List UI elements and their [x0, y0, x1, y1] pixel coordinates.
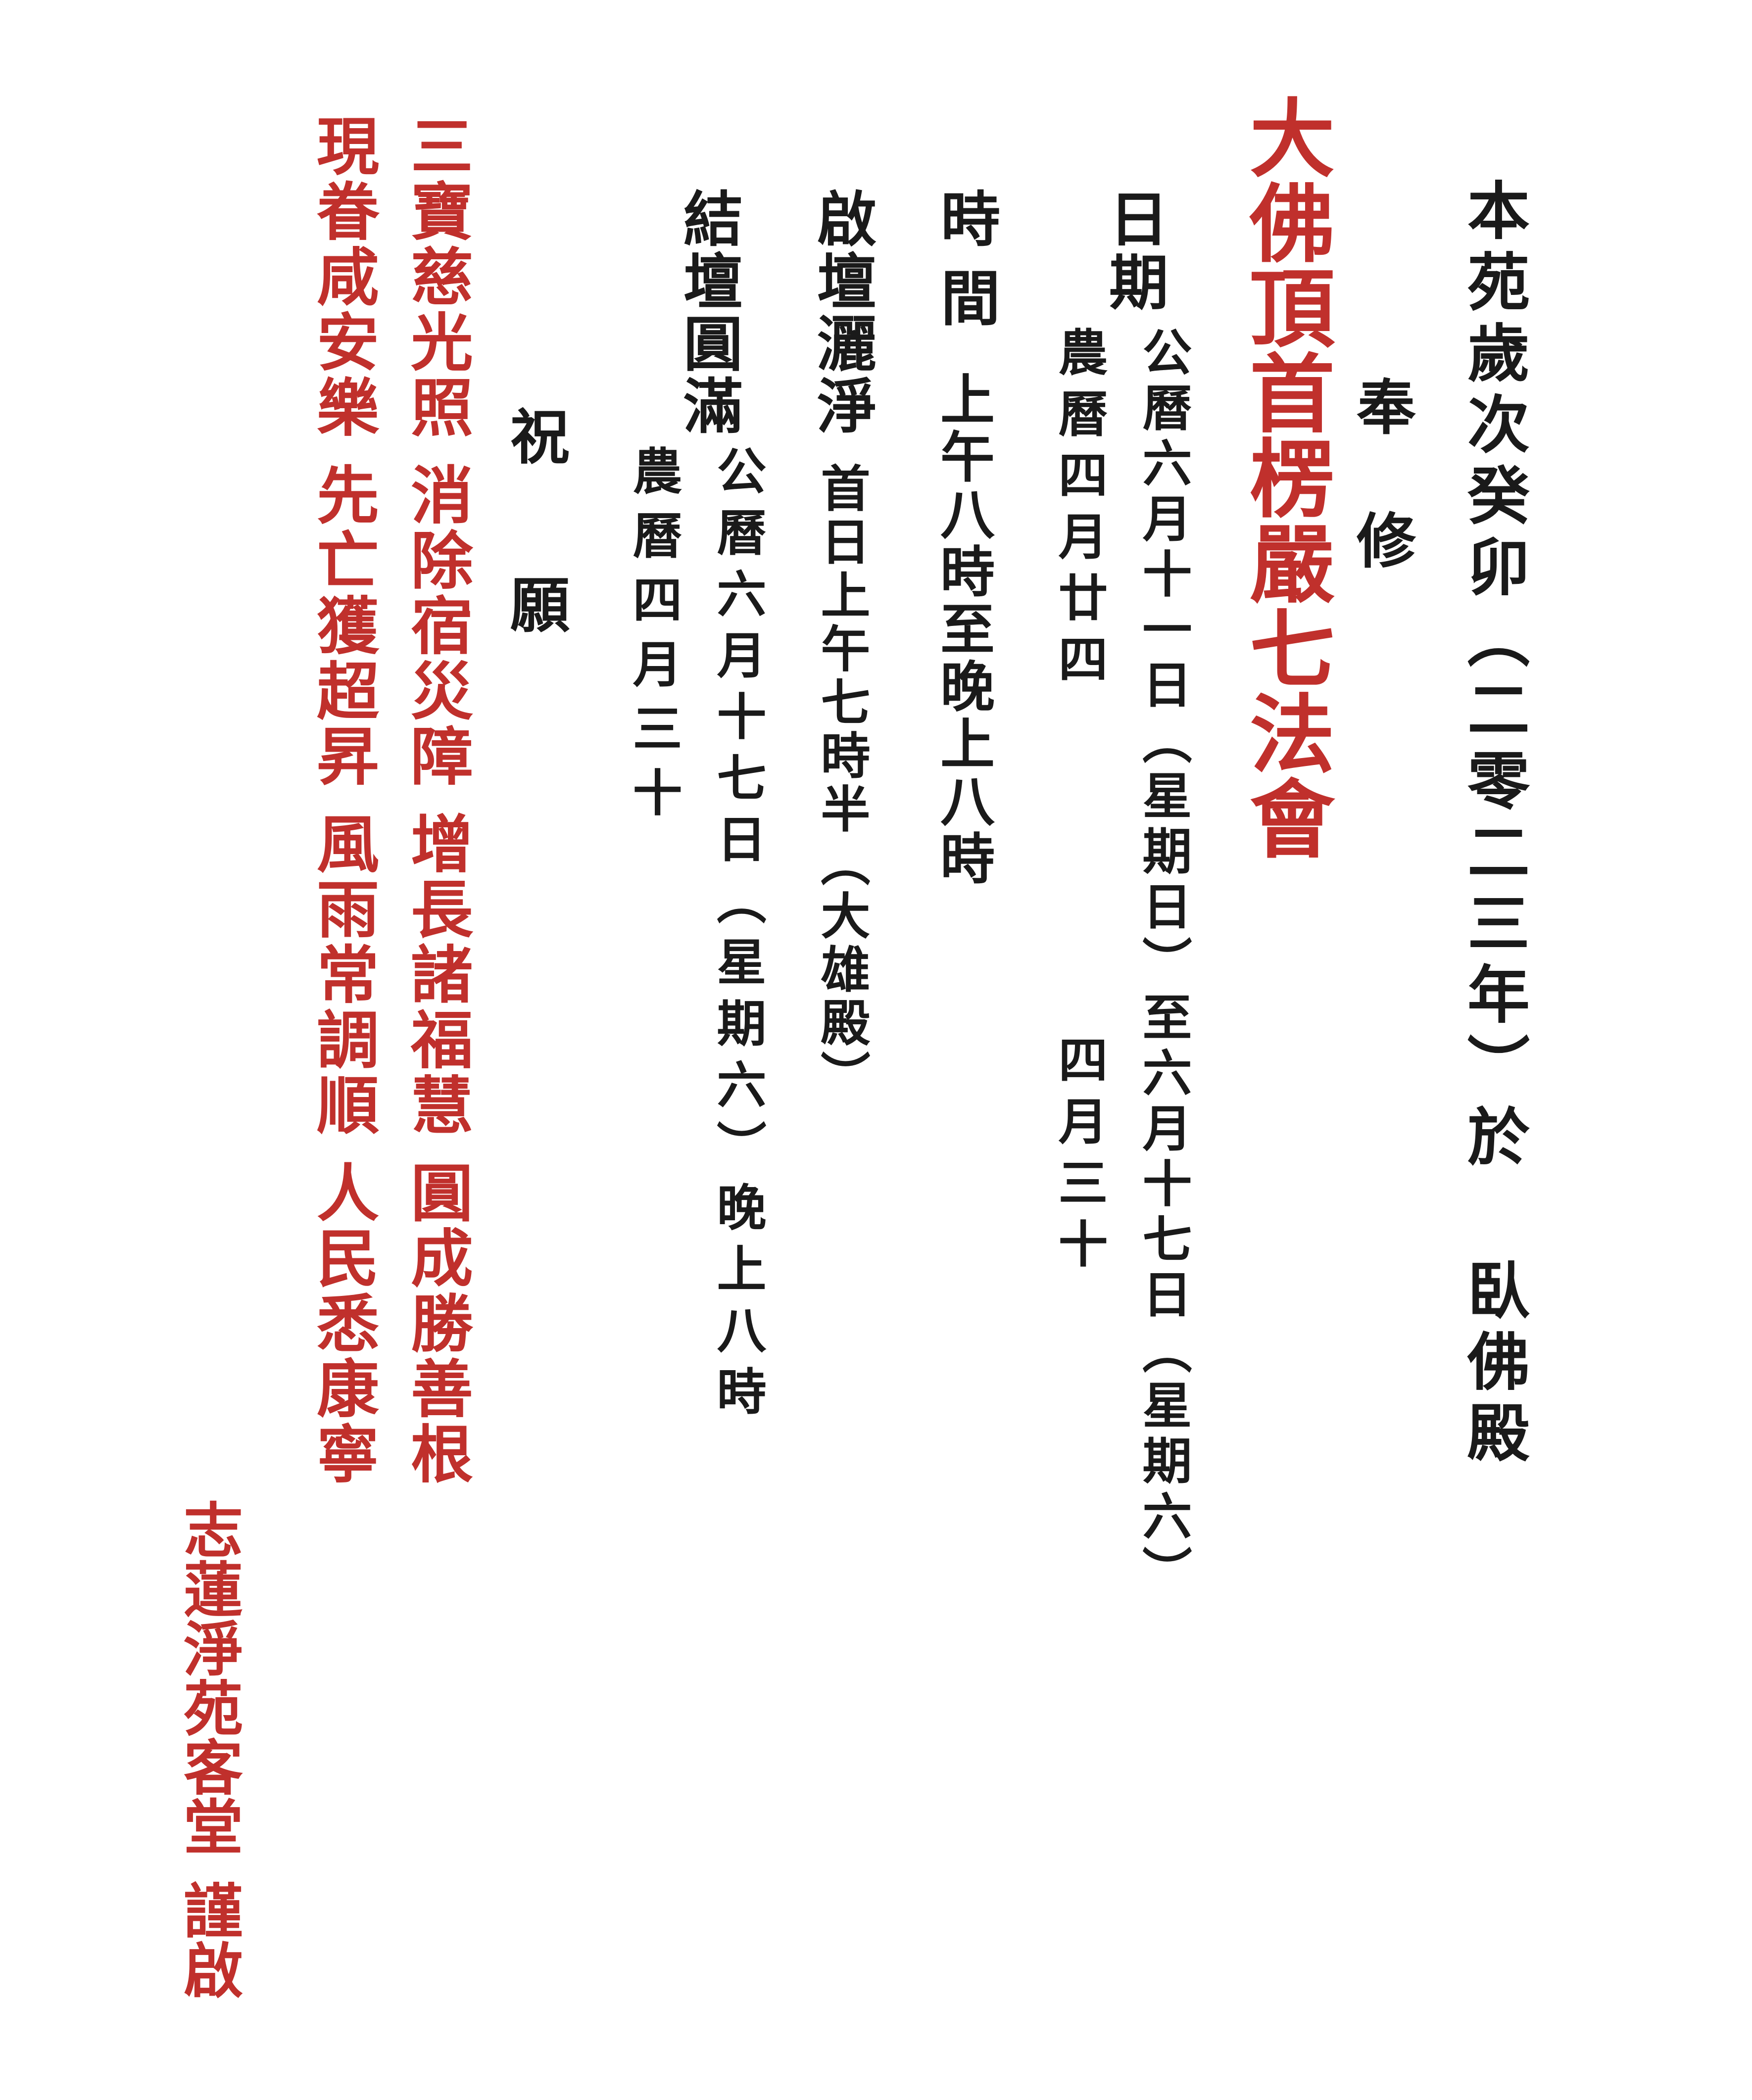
xiu-char: 修	[1346, 510, 1416, 569]
prayer-line-7: 風雨常調順	[306, 811, 380, 1138]
closing-label: 結壇圓滿	[673, 188, 743, 437]
footer-closing: 謹啟	[173, 1880, 243, 1999]
zhu-char: 祝	[500, 406, 570, 465]
prayer-line-2: 消除宿災障	[400, 463, 474, 789]
prayer-line-5: 現眷咸安樂	[306, 114, 380, 440]
date-lunar-to: 四月三十	[1050, 1034, 1108, 1280]
opening-value: 首日上午七時半（大雄殿）	[812, 463, 871, 1104]
date-lunar: 農曆四月廿四	[1050, 327, 1108, 695]
time-value: 上午八時至晚上八時	[931, 371, 995, 888]
date-label: 日期	[1099, 188, 1168, 315]
prayer-line-8: 人民悉康寧	[306, 1160, 380, 1487]
date-gregorian: 公曆六月十一日（星期日）至六月十七日（星期六）	[1134, 327, 1192, 1601]
event-title: 大佛頂首楞嚴七法會	[1235, 94, 1335, 860]
closing-lunar: 農曆四月三十	[624, 445, 682, 831]
header-line: 本苑歲次癸卯（二零二三年）於 臥佛殿	[1457, 178, 1530, 1472]
prayer-line-4: 圓成勝善根	[400, 1160, 474, 1487]
prayer-line-6: 先亡獲超昇	[306, 463, 380, 789]
yuan-char: 願	[500, 574, 570, 633]
prayer-line-1: 三寶慈光照	[400, 114, 474, 440]
footer-org: 志蓮淨苑客堂	[173, 1499, 243, 1856]
feng-char: 奉	[1346, 376, 1416, 435]
opening-label: 啟壇灑淨	[807, 188, 876, 437]
prayer-line-3: 增長諸福慧	[400, 811, 474, 1138]
time-label: 時間	[930, 188, 1000, 346]
closing-gregorian: 公曆六月十七日（星期六）晚上八時	[708, 445, 767, 1427]
